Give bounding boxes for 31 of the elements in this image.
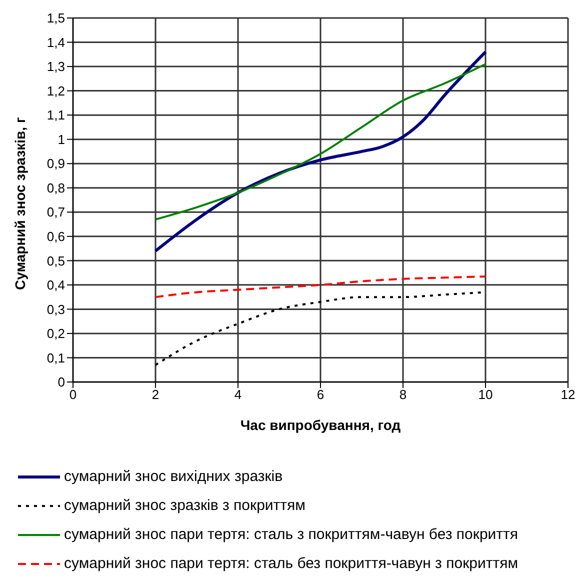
line-series	[154, 63, 486, 220]
x-tick-label: 6	[316, 387, 324, 402]
y-axis-title: Сумарний знос зразків, г	[12, 117, 28, 290]
y-tick-label: 0,2	[46, 326, 65, 342]
y-tick-label: 0,5	[46, 253, 65, 268]
legend-label: сумарний знос вихідних зразків	[64, 468, 283, 485]
y-tick-label: 0,3	[46, 302, 65, 317]
y-tick-label: 0,4	[46, 278, 65, 293]
x-axis-title: Час випробування, год	[240, 417, 401, 433]
line-series	[154, 275, 486, 298]
y-tick-label: 0,8	[46, 180, 65, 196]
y-tick-label: 1,2	[46, 83, 65, 98]
x-tick-label: 0	[69, 387, 77, 402]
legend-label: сумарний знос пари тертя: сталь без покриття-чавун з покриттям	[64, 555, 518, 572]
y-tick-label: 1,4	[46, 34, 65, 50]
x-tick-label: 10	[478, 387, 493, 402]
x-tick-label: 4	[234, 387, 242, 402]
x-tick-label: 12	[560, 387, 576, 402]
y-tick-label: 0,6	[46, 229, 65, 244]
x-tick-label: 8	[399, 387, 407, 402]
y-tick-label: 1,5	[46, 10, 65, 26]
x-tick-label: 2	[152, 387, 160, 402]
y-tick-label: 1,3	[46, 59, 65, 74]
y-tick-label: 1,1	[46, 108, 65, 123]
legend-label: сумарний знос зразків з покриттям	[64, 497, 306, 514]
legend-label: сумарний знос пари тертя: сталь з покриттям-чавун без покриття	[64, 526, 518, 543]
y-tick-label: 0,9	[46, 156, 65, 172]
y-tick-label: 1	[58, 132, 65, 147]
y-tick-label: 0,1	[46, 350, 65, 366]
y-tick-label: 0	[58, 374, 65, 390]
y-tick-label: 0,7	[46, 204, 65, 220]
